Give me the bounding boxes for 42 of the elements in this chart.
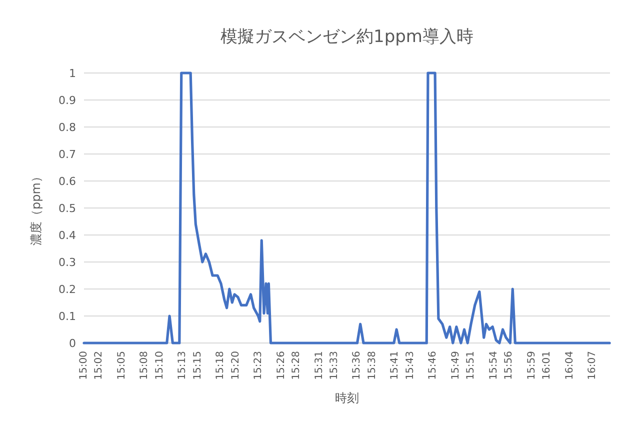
x-tick-label: 15:23: [253, 351, 264, 380]
x-tick-label: 16:07: [587, 351, 598, 380]
y-tick-label: 0.3: [58, 256, 76, 269]
x-tick-label: 15:36: [352, 351, 363, 380]
x-tick-label: 15:51: [466, 351, 477, 380]
y-tick-label: 0.7: [58, 148, 76, 161]
y-tick-label: 0.9: [58, 94, 76, 107]
x-tick-label: 15:02: [94, 351, 105, 380]
x-tick-label: 15:18: [215, 351, 226, 380]
x-tick-label: 15:33: [328, 351, 340, 380]
x-tick-label: 16:04: [564, 351, 576, 380]
x-tick-label: 15:56: [504, 351, 515, 380]
y-tick-label: 0.2: [58, 283, 76, 296]
x-tick-label: 16:01: [542, 351, 553, 380]
x-tick-label: 15:38: [366, 351, 378, 380]
y-tick-label: 0.4: [58, 229, 76, 242]
y-tick-label: 0.5: [58, 202, 76, 215]
x-tick-label: 15:15: [192, 351, 204, 380]
y-tick-label: 0.1: [58, 310, 76, 323]
x-axis-title: 時刻: [335, 391, 359, 405]
x-tick-label: 15:46: [428, 351, 439, 380]
y-tick-label: 0.6: [58, 175, 76, 188]
x-tick-label: 15:54: [488, 351, 500, 380]
x-tick-label: 15:05: [116, 351, 128, 380]
x-tick-label: 15:26: [276, 351, 287, 380]
x-tick-label: 15:10: [154, 351, 166, 380]
y-tick-label: 0.8: [58, 121, 76, 134]
x-tick-label: 15:20: [230, 351, 242, 380]
chart-title: 模擬ガスベンゼン約1ppm導入時: [220, 27, 474, 47]
x-tick-label: 15:59: [526, 351, 538, 380]
y-tick-label: 0: [69, 337, 76, 350]
x-tick-label: 15:08: [139, 351, 150, 380]
y-axis-title: 濃度（ppm）: [29, 170, 43, 246]
x-tick-label: 15:41: [390, 351, 401, 380]
y-tick-label: 1: [69, 67, 76, 80]
x-tick-label: 15:49: [450, 351, 462, 380]
x-tick-label: 15:31: [314, 351, 325, 380]
line-series: [82, 72, 611, 344]
x-tick-label: 15:28: [291, 351, 302, 380]
x-tick-label: 15:13: [177, 351, 188, 380]
x-tick-label: 15:43: [404, 351, 416, 380]
x-tick-label: 15:00: [78, 351, 90, 380]
